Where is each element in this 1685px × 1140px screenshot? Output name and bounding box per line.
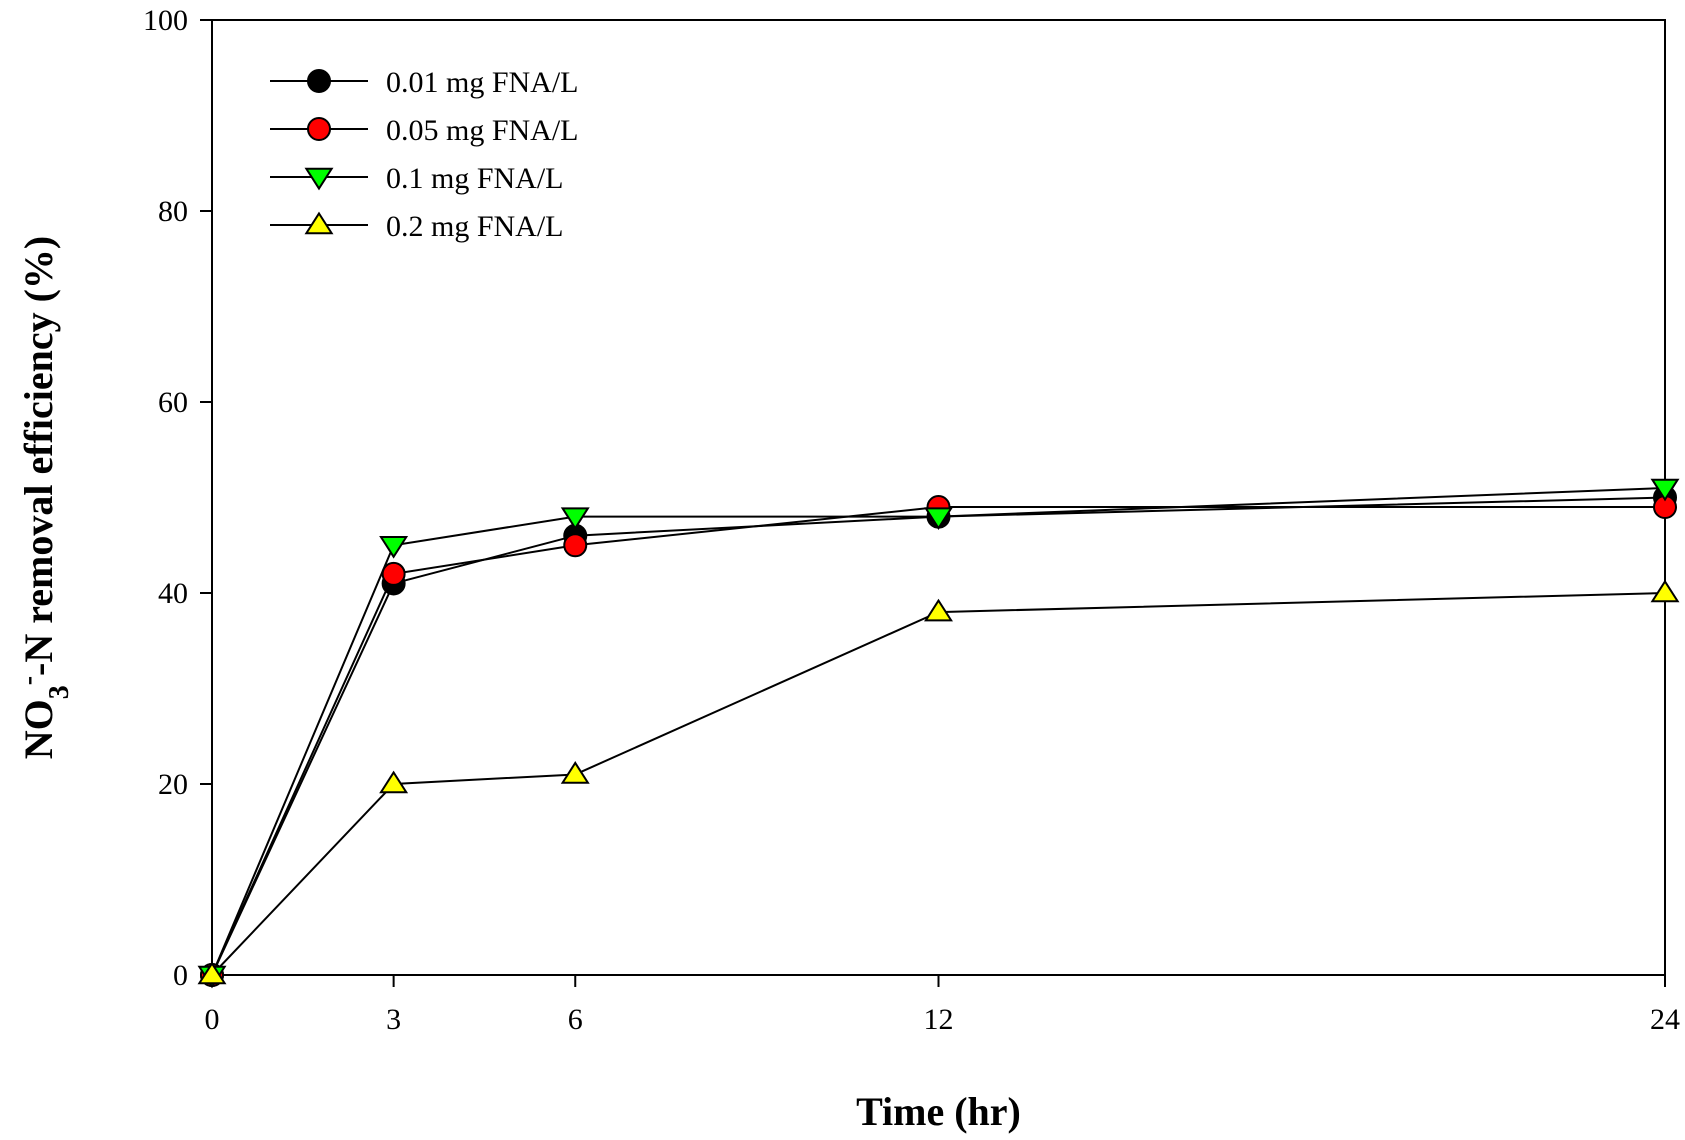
- data-point-series-4: [379, 770, 409, 794]
- data-point-series-3: [1650, 478, 1680, 502]
- y-axis-title-subscript: 3: [44, 685, 75, 699]
- y-tick-label: 40: [158, 577, 188, 610]
- x-axis-title: Time (hr): [856, 1089, 1021, 1134]
- data-point-series-3: [560, 507, 590, 531]
- legend-label: 0.01 mg FNA/L: [386, 66, 579, 99]
- series-line-3: [211, 486, 1666, 976]
- data-point-series-3: [379, 536, 409, 559]
- y-tick-label: 0: [173, 959, 188, 992]
- y-axis-title-superscript: -: [13, 676, 44, 685]
- data-point-series-4: [924, 598, 953, 622]
- x-tick-label: 12: [924, 1003, 954, 1036]
- legend-marker: [307, 69, 331, 93]
- y-tick-label: 60: [158, 386, 188, 419]
- data-point-series-4: [1650, 579, 1680, 603]
- data-point-series-2: [381, 561, 406, 586]
- y-axis-title: NO3--N removal efficiency (%): [13, 236, 75, 760]
- x-tick-label: 6: [568, 1003, 583, 1036]
- legend-marker: [304, 211, 334, 235]
- y-axis: 0 20 40 60 80 100: [143, 4, 212, 992]
- legend-marker: [304, 167, 334, 191]
- data-point-series-3: [924, 507, 953, 531]
- legend-label: 0.05 mg FNA/L: [386, 114, 579, 147]
- x-tick-label: 0: [205, 1003, 220, 1036]
- series-line-2: [211, 506, 1665, 976]
- y-tick-label: 100: [143, 4, 188, 37]
- x-axis: 0 3 6 12 24: [205, 975, 1680, 1036]
- series-markers: [197, 478, 1680, 989]
- y-tick-label: 80: [158, 195, 188, 228]
- legend-label: 0.2 mg FNA/L: [386, 210, 564, 243]
- data-point-series-4: [560, 761, 590, 784]
- y-axis-title-main: NO: [16, 699, 61, 759]
- legend-marker: [307, 117, 331, 141]
- y-tick-label: 20: [158, 768, 188, 801]
- x-tick-label: 3: [386, 1003, 401, 1036]
- series-lines: [211, 486, 1666, 976]
- y-axis-title-rest: -N removal efficiency (%): [16, 236, 61, 676]
- legend-label: 0.1 mg FNA/L: [386, 162, 564, 195]
- series-line-4: [211, 592, 1666, 976]
- legend: 0.01 mg FNA/L 0.05 mg FNA/L 0.1 mg FNA/L 0.…: [270, 66, 579, 243]
- data-point-series-4: [197, 961, 227, 985]
- data-point-series-2: [563, 533, 588, 558]
- x-tick-label: 24: [1650, 1003, 1680, 1036]
